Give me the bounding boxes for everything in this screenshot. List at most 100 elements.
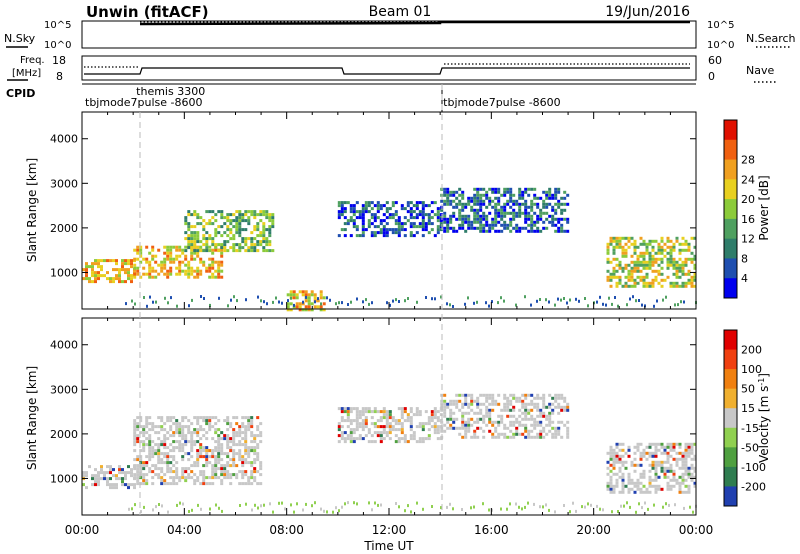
power-cell <box>524 205 528 209</box>
power-cell <box>533 193 537 197</box>
power-cell <box>361 234 365 238</box>
velocity-ground-cell <box>545 503 547 507</box>
power-cell <box>211 257 215 261</box>
power-cell <box>214 213 218 217</box>
velocity-cell <box>148 470 152 474</box>
velocity-cell <box>666 460 670 464</box>
velocity-ground-cell <box>302 508 304 512</box>
power-cell <box>660 239 664 243</box>
power-cell <box>352 225 356 229</box>
power-cell <box>214 228 218 232</box>
velocity-cell <box>427 428 431 432</box>
power-cell <box>436 219 440 223</box>
velocity-cell <box>97 483 100 487</box>
power-cell <box>394 228 398 232</box>
velocity-cell <box>566 420 570 424</box>
power-cell <box>690 257 694 261</box>
power-cell <box>418 210 422 214</box>
velocity-cell <box>400 431 404 435</box>
power-ground-cell <box>263 300 265 304</box>
power-cell <box>479 223 483 227</box>
velocity-cell <box>112 468 115 472</box>
power-cell <box>145 272 149 276</box>
velocity-cell <box>337 428 341 432</box>
velocity-cell <box>118 477 121 481</box>
power-cell <box>220 275 224 279</box>
velocity-cell <box>148 434 152 438</box>
power-cell <box>645 266 649 270</box>
velocity-cell <box>193 479 197 483</box>
velocity-cell <box>151 464 155 468</box>
power-cell <box>391 204 395 208</box>
power-cell <box>166 257 170 261</box>
velocity-ground-cell <box>590 503 592 507</box>
power-cell <box>220 246 224 250</box>
power-cell <box>500 208 504 212</box>
velocity-cell <box>684 445 688 449</box>
velocity-cell <box>455 426 459 430</box>
power-cell <box>382 219 386 223</box>
power-ground-cell <box>488 304 490 308</box>
power-cell <box>693 266 697 270</box>
velocity-ground-cell <box>665 502 667 506</box>
power-cell <box>609 242 613 246</box>
velocity-cell <box>494 420 498 424</box>
velocity-cell <box>223 470 227 474</box>
velocity-cell <box>172 440 176 444</box>
velocity-cell <box>337 407 341 411</box>
velocity-cell <box>184 479 188 483</box>
velocity-cell <box>205 452 209 456</box>
power-cell <box>430 222 434 226</box>
velocity-cell <box>449 423 453 427</box>
velocity-cell <box>235 452 239 456</box>
power-cell <box>145 245 149 249</box>
power-ground-cell <box>275 296 277 300</box>
velocity-cell <box>211 473 215 477</box>
power-cell <box>467 223 471 227</box>
velocity-cell <box>232 461 236 465</box>
power-cell <box>491 187 495 191</box>
power-cell <box>443 190 447 194</box>
power-cell <box>226 228 230 232</box>
power-cell <box>557 190 561 194</box>
velocity-cell <box>187 425 191 429</box>
power-cell <box>244 237 248 241</box>
velocity-cell <box>612 451 616 455</box>
power-cell <box>654 269 658 273</box>
power-cell <box>554 223 558 227</box>
velocity-cell <box>539 432 543 436</box>
velocity-cell <box>232 416 236 420</box>
power-cell <box>253 243 257 247</box>
velocity-cell <box>548 420 552 424</box>
velocity-cell <box>693 469 697 473</box>
power-cell <box>672 245 676 249</box>
velocity-ground-cell <box>326 510 328 514</box>
power-cell <box>94 271 97 275</box>
velocity-cell <box>488 417 492 421</box>
power-cell <box>349 207 353 211</box>
power-cell <box>624 266 628 270</box>
power-ground-cell <box>131 299 133 303</box>
power-cell <box>268 234 272 238</box>
velocity-cell <box>217 446 221 450</box>
velocity-cell <box>94 474 97 478</box>
power-cell <box>373 234 377 238</box>
velocity-cell <box>503 423 507 427</box>
velocity-cell <box>151 470 155 474</box>
power-cell <box>458 217 462 221</box>
power-cell <box>262 225 266 229</box>
power-cell <box>512 199 516 203</box>
power-cell <box>160 269 164 273</box>
velocity-cell <box>678 442 682 446</box>
power-cell <box>142 257 146 261</box>
velocity-cell <box>615 460 619 464</box>
power-cell <box>247 219 251 223</box>
power-cell <box>443 199 447 203</box>
velocity-ground-cell <box>254 503 256 507</box>
velocity-cell <box>106 477 109 481</box>
power-cell <box>178 269 182 273</box>
velocity-cell <box>615 445 619 449</box>
velocity-cell <box>355 413 359 417</box>
velocity-cell <box>340 425 344 429</box>
velocity-cell <box>391 419 395 423</box>
